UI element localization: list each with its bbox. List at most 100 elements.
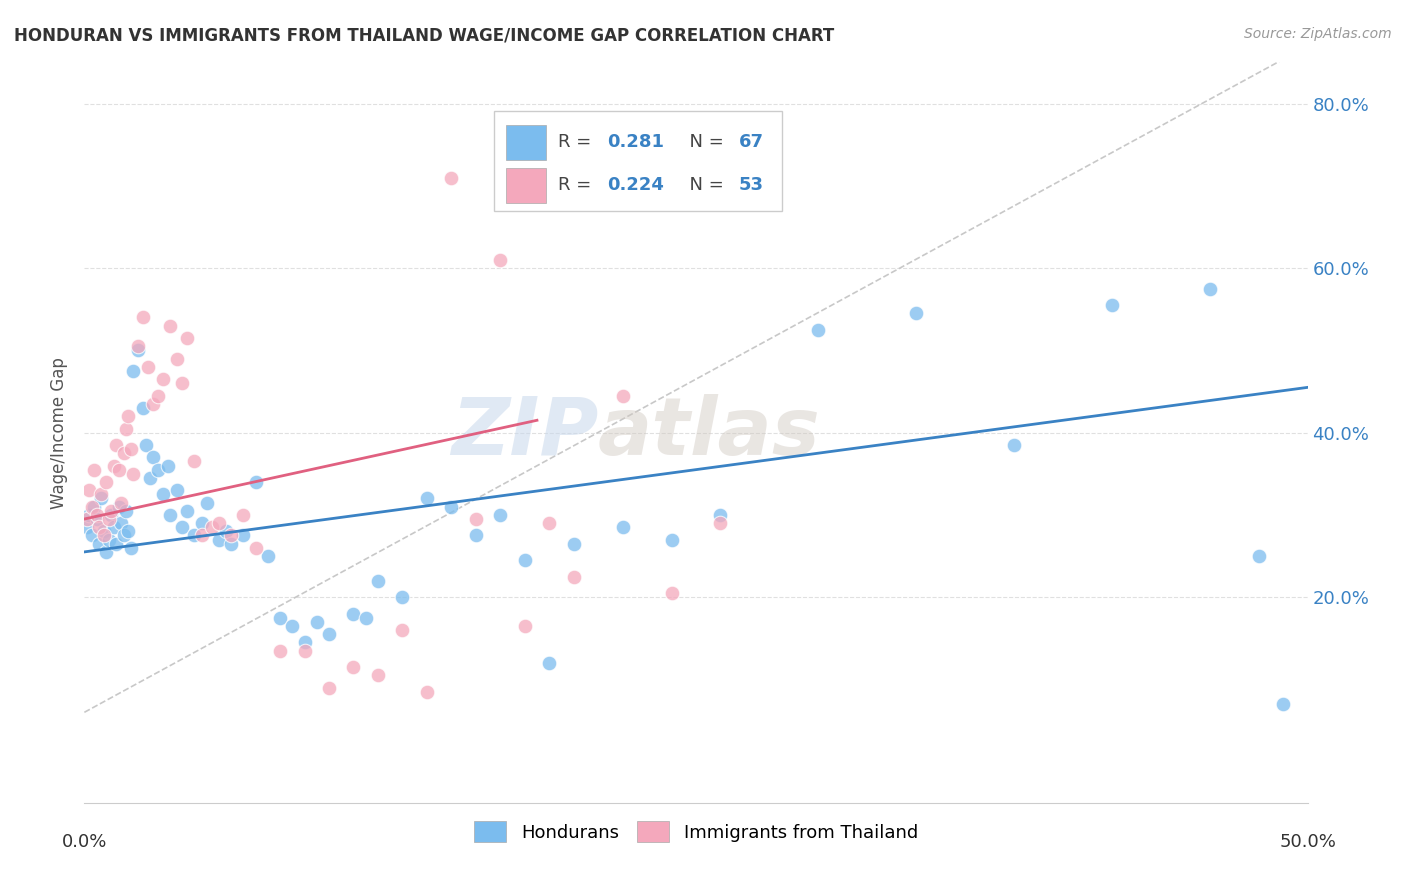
Point [191, 528, 214, 542]
FancyBboxPatch shape [506, 125, 546, 161]
Point [176, 331, 198, 345]
Point [1247, 549, 1270, 563]
Point [110, 516, 132, 530]
Point [232, 528, 254, 542]
Point [245, 541, 267, 555]
Point [318, 627, 340, 641]
Point [709, 516, 731, 530]
Point [136, 359, 159, 374]
Point [139, 471, 162, 485]
Point [142, 397, 165, 411]
Point [96, 545, 118, 559]
Point [208, 533, 231, 547]
Point [80, 500, 103, 514]
Point [115, 504, 138, 518]
Point [166, 483, 188, 498]
Point [464, 512, 486, 526]
Point [709, 508, 731, 522]
Point [294, 635, 316, 649]
Point [127, 343, 149, 358]
Point [83, 462, 105, 476]
Point [367, 574, 389, 588]
Point [80, 528, 103, 542]
Point [120, 541, 142, 555]
Point [105, 438, 128, 452]
Point [318, 681, 340, 695]
Point [513, 619, 536, 633]
Point [152, 372, 174, 386]
Point [281, 619, 304, 633]
Point [208, 516, 231, 530]
Text: Source: ZipAtlas.com: Source: ZipAtlas.com [1244, 27, 1392, 41]
Point [122, 467, 145, 481]
Point [146, 462, 169, 476]
Point [1101, 298, 1123, 312]
Point [142, 450, 165, 465]
Point [90, 487, 112, 501]
Point [391, 623, 413, 637]
Point [100, 508, 122, 522]
Point [562, 536, 585, 550]
Point [122, 364, 145, 378]
Point [513, 553, 536, 567]
Point [132, 401, 155, 415]
Point [76, 512, 98, 526]
Text: 0.0%: 0.0% [62, 833, 107, 851]
Point [562, 569, 585, 583]
Point [93, 524, 115, 539]
Text: R =: R = [558, 177, 596, 194]
Point [416, 685, 439, 699]
Point [905, 306, 928, 320]
Point [97, 533, 120, 547]
Text: 0.224: 0.224 [606, 177, 664, 194]
Text: 0.281: 0.281 [606, 133, 664, 151]
Point [219, 528, 242, 542]
Point [440, 500, 463, 514]
Point [391, 590, 413, 604]
Point [76, 520, 98, 534]
Point [172, 520, 194, 534]
Point [191, 516, 214, 530]
Point [661, 533, 683, 547]
Point [1272, 697, 1295, 711]
Point [159, 508, 181, 522]
Point [117, 409, 139, 424]
Point [416, 491, 439, 506]
Point [87, 536, 110, 550]
Point [86, 508, 108, 522]
Point [107, 462, 129, 476]
Point [103, 520, 125, 534]
Text: atlas: atlas [598, 393, 821, 472]
Point [183, 528, 205, 542]
Point [183, 454, 205, 468]
Point [257, 549, 280, 563]
Point [195, 495, 218, 509]
Point [159, 318, 181, 333]
Text: N =: N = [678, 177, 730, 194]
Point [96, 475, 118, 489]
Point [156, 458, 179, 473]
Text: 53: 53 [738, 177, 763, 194]
Point [440, 170, 463, 185]
Y-axis label: Wage/Income Gap: Wage/Income Gap [49, 357, 67, 508]
Point [127, 339, 149, 353]
Point [112, 528, 135, 542]
Point [93, 528, 115, 542]
Point [107, 500, 129, 514]
Point [489, 252, 512, 267]
Point [77, 508, 100, 522]
Point [1198, 282, 1220, 296]
Point [661, 586, 683, 600]
Point [354, 610, 377, 624]
Text: R =: R = [558, 133, 596, 151]
Point [342, 607, 364, 621]
Point [146, 388, 169, 402]
Point [110, 495, 132, 509]
Point [83, 500, 105, 514]
Point [232, 508, 254, 522]
Point [1002, 438, 1025, 452]
Point [117, 524, 139, 539]
Point [87, 520, 110, 534]
Point [215, 524, 238, 539]
Point [294, 643, 316, 657]
